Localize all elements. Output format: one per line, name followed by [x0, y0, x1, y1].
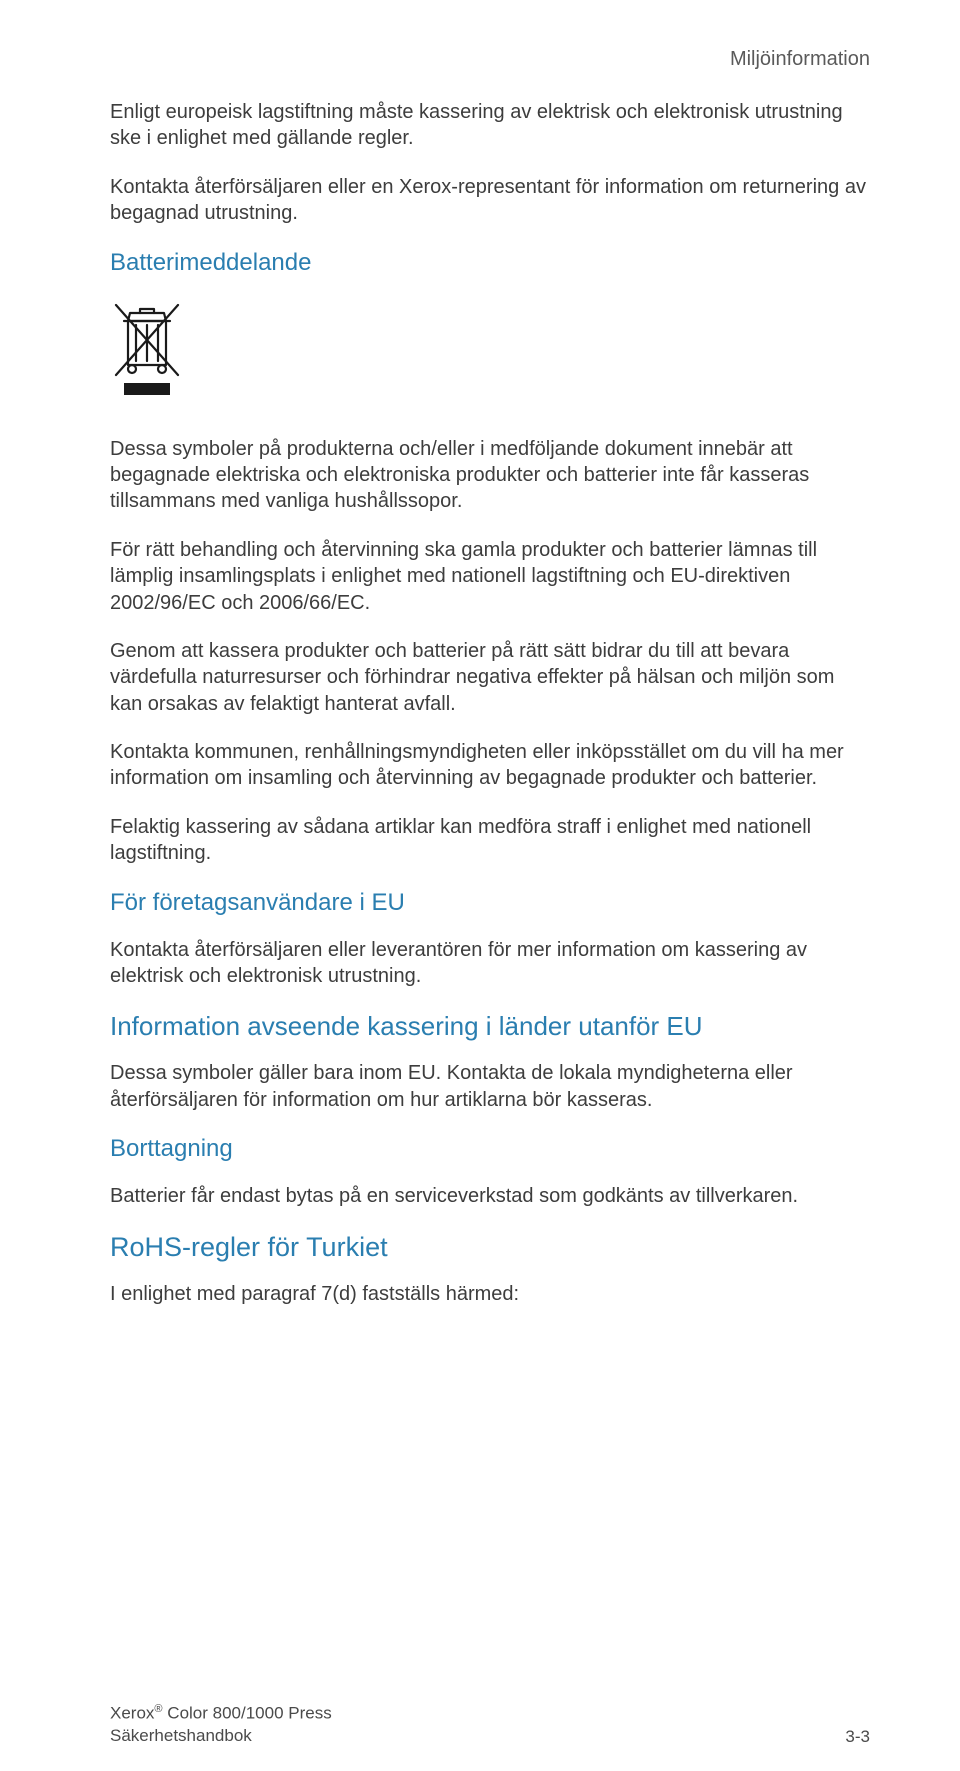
weee-symbol-block: [110, 297, 870, 408]
footer-product: Color 800/1000 Press: [163, 1704, 332, 1723]
heading-removal: Borttagning: [110, 1135, 870, 1163]
footer-product-title: Xerox® Color 800/1000 Press Säkerhetshan…: [110, 1702, 332, 1747]
heading-rohs-turkey: RoHS-regler för Turkiet: [110, 1232, 870, 1263]
heading-business-users-eu: För företagsanvändare i EU: [110, 889, 870, 917]
paragraph: Kontakta återförsäljaren eller leverantö…: [110, 937, 870, 990]
heading-disposal-outside-eu: Information avseende kassering i länder …: [110, 1011, 870, 1042]
footer-doc-title: Säkerhetshandbok: [110, 1725, 332, 1747]
paragraph: Dessa symboler på produkterna och/eller …: [110, 436, 870, 515]
paragraph: Batterier får endast bytas på en service…: [110, 1183, 870, 1209]
paragraph: Enligt europeisk lagstiftning måste kass…: [110, 99, 870, 152]
paragraph: Kontakta kommunen, renhållningsmyndighet…: [110, 739, 870, 792]
paragraph: Dessa symboler gäller bara inom EU. Kont…: [110, 1060, 870, 1113]
paragraph: I enlighet med paragraf 7(d) fastställs …: [110, 1281, 870, 1307]
paragraph: Kontakta återförsäljaren eller en Xerox-…: [110, 174, 870, 227]
document-page: Miljöinformation Enligt europeisk lagsti…: [0, 0, 960, 1771]
running-header: Miljöinformation: [110, 48, 870, 71]
heading-battery-notice: Batterimeddelande: [110, 249, 870, 277]
page-number: 3-3: [845, 1727, 870, 1747]
registered-mark: ®: [154, 1703, 162, 1715]
paragraph: Genom att kassera produkter och batterie…: [110, 638, 870, 717]
paragraph: För rätt behandling och återvinning ska …: [110, 537, 870, 616]
page-footer: Xerox® Color 800/1000 Press Säkerhetshan…: [110, 1702, 870, 1747]
footer-brand: Xerox: [110, 1704, 154, 1723]
weee-bin-icon: [110, 297, 184, 403]
paragraph: Felaktig kassering av sådana artiklar ka…: [110, 814, 870, 867]
